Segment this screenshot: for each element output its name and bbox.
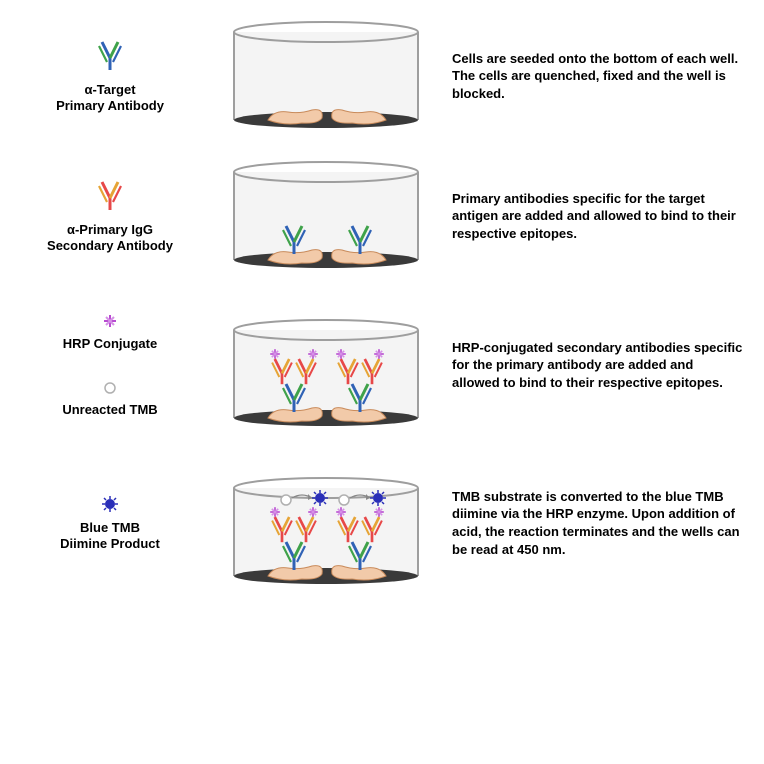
legend-secondary-antibody: α-Primary IgGSecondary Antibody <box>20 178 200 255</box>
secondary-antibody-icon <box>93 178 127 216</box>
step-description: TMB substrate is converted to the blue T… <box>452 488 744 558</box>
tmb-filled-icon <box>100 494 120 514</box>
well-step-4 <box>216 458 436 588</box>
well-step-2 <box>216 160 436 272</box>
legend-label: Unreacted TMB <box>62 402 157 418</box>
legend-primary-antibody: α-TargetPrimary Antibody <box>20 38 200 115</box>
step-description: Cells are seeded onto the bottom of each… <box>452 50 744 103</box>
legend-label: Blue TMBDiimine Product <box>60 520 160 553</box>
legend-unreacted-tmb: Unreacted TMB <box>20 380 200 418</box>
primary-antibody-icon <box>93 38 127 76</box>
well-step-1 <box>216 20 436 132</box>
legend-label: α-TargetPrimary Antibody <box>56 82 164 115</box>
legend-hrp-conjugate: HRP Conjugate <box>20 312 200 352</box>
tmb-open-icon <box>102 380 118 396</box>
legend-label: HRP Conjugate <box>63 336 157 352</box>
legend-label: α-Primary IgGSecondary Antibody <box>47 222 173 255</box>
step-description: Primary antibodies specific for the targ… <box>452 190 744 243</box>
elisa-protocol-diagram: α-TargetPrimary Antibody Cells are seede… <box>20 20 744 588</box>
step-row-detect: Blue TMBDiimine Product <box>20 458 744 588</box>
step-description: HRP-conjugated secondary antibodies spec… <box>452 339 744 392</box>
step-row-secondary: HRP Conjugate Unreacted TMB <box>20 300 744 430</box>
well-step-3 <box>216 300 436 430</box>
legend-tmb-product: Blue TMBDiimine Product <box>20 494 200 553</box>
step-row-primary: α-Primary IgGSecondary Antibody Primary … <box>20 160 744 272</box>
hrp-icon <box>101 312 119 330</box>
step-row-seed: α-TargetPrimary Antibody Cells are seede… <box>20 20 744 132</box>
